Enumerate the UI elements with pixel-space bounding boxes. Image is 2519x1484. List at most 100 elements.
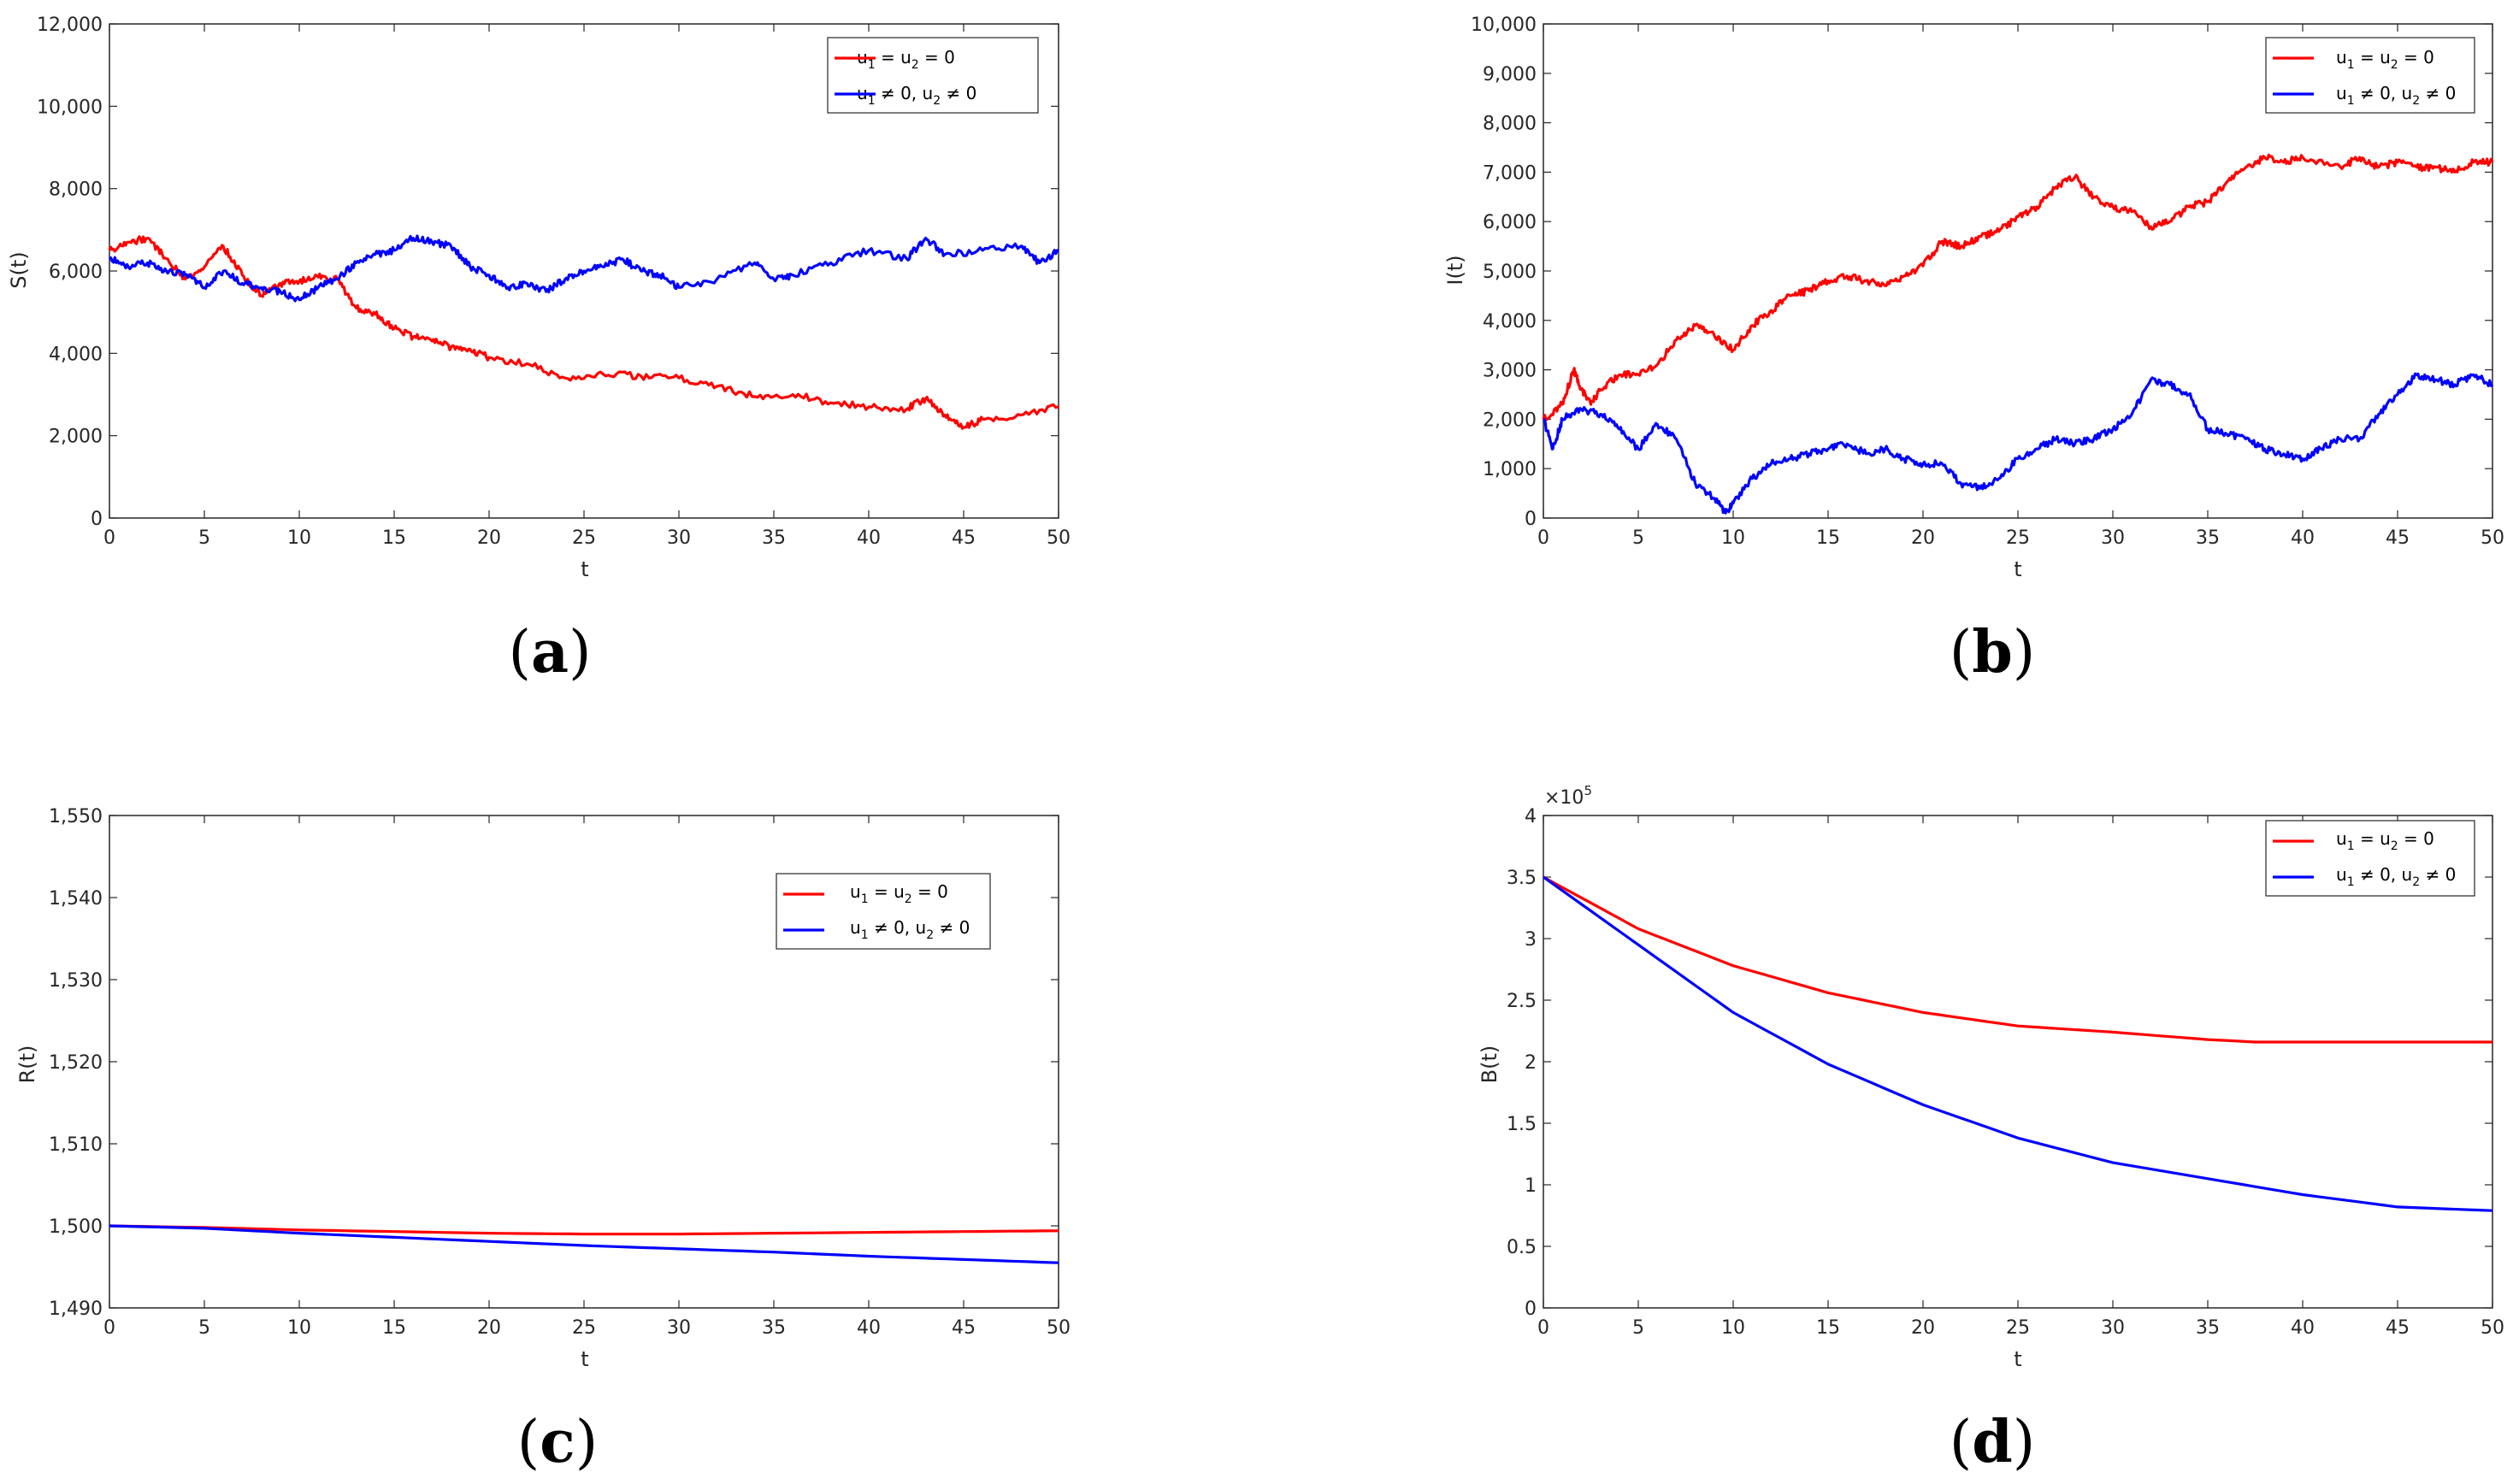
panel-d-xlabel: t — [2014, 1347, 2021, 1371]
y-tick-label: 1,520 — [49, 1052, 103, 1074]
x-tick-label: 45 — [2386, 1317, 2410, 1339]
panel-b-legend-box — [2265, 37, 2475, 114]
y-tick-label: 1,490 — [49, 1298, 103, 1320]
x-tick-label: 40 — [2291, 527, 2315, 549]
x-tick-label: 40 — [2291, 1317, 2315, 1339]
x-tick-label: 10 — [1721, 1317, 1745, 1339]
panel-b-legend: u1 = u2 = 0 u1 ≠ 0, u2 ≠ 0 — [2265, 37, 2475, 114]
panel-a-ylabel: S(t) — [7, 251, 31, 288]
x-tick-label: 5 — [1632, 1317, 1644, 1339]
panel-b-caption: (b) — [1950, 618, 2036, 686]
panel-b-ylabel: I(t) — [1443, 255, 1467, 285]
panel-d-series-u-nonzero-line — [1543, 875, 2493, 1212]
y-tick-label: 4,000 — [1483, 311, 1537, 333]
y-tick-label: 12,000 — [37, 15, 103, 36]
x-tick-label: 35 — [762, 1317, 786, 1339]
y-tick-label: 8,000 — [1483, 114, 1537, 135]
y-tick-label: 10,000 — [1471, 15, 1537, 36]
x-tick-label: 45 — [952, 1317, 976, 1339]
x-tick-label: 5 — [1632, 527, 1644, 549]
panel-a-series-u-zero-line — [108, 235, 1059, 430]
panel-a-chart: 0 5 10 15 20 25 30 35 40 45 50 0 2,000 4,000 6,000 8,00… — [7, 15, 1071, 686]
y-tick-label: 3.5 — [1507, 868, 1537, 889]
x-tick-label: 50 — [2481, 527, 2504, 549]
x-tick-label: 30 — [2101, 1317, 2125, 1339]
x-tick-label: 45 — [2386, 527, 2410, 549]
x-tick-label: 0 — [1537, 527, 1549, 549]
panel-b-chart: 0 5 10 15 20 25 30 35 40 45 50 0 1,000 2,000 3,000 4,00… — [1443, 15, 2504, 686]
x-tick-label: 40 — [857, 1317, 881, 1339]
y-tick-label: 7,000 — [1483, 162, 1537, 184]
y-tick-label: 6,000 — [49, 262, 103, 283]
x-tick-label: 20 — [477, 527, 501, 549]
y-tick-label: 3 — [1525, 929, 1537, 951]
y-tick-label: 0.5 — [1507, 1237, 1537, 1258]
panel-c-ylabel: R(t) — [15, 1045, 39, 1084]
y-tick-label: 9,000 — [1483, 64, 1537, 85]
panel-b-series-u-zero-line — [1542, 153, 2494, 421]
y-tick-label: 1,550 — [49, 806, 103, 827]
panel-d-series-u-zero-line — [1543, 875, 2492, 1044]
x-tick-label: 10 — [287, 1317, 311, 1339]
y-tick-label: 6,000 — [1483, 212, 1537, 233]
x-tick-label: 35 — [2196, 1317, 2220, 1339]
y-tick-label: 3,000 — [1483, 361, 1537, 382]
panel-c-legend: u1 = u2 = 0 u1 ≠ 0, u2 ≠ 0 — [776, 873, 991, 950]
x-tick-label: 30 — [667, 527, 691, 549]
y-tick-label: 1.5 — [1507, 1114, 1537, 1135]
panel-b-xlabel: t — [2014, 557, 2021, 581]
x-tick-label: 15 — [382, 527, 406, 549]
panel-d-axes: 0 5 10 15 20 25 30 35 40 45 50 0 0.5 1 1.5 2 2.5 3 3.5 4 — [1507, 806, 2504, 1339]
panel-d-legend: u1 = u2 = 0 u1 ≠ 0, u2 ≠ 0 — [2265, 820, 2475, 897]
panel-d-plot-area — [1543, 815, 2493, 1309]
x-tick-label: 5 — [198, 527, 210, 549]
panel-c-series-u-nonzero-line — [109, 1224, 1059, 1264]
x-tick-label: 25 — [2006, 527, 2030, 549]
panel-b-series-u-nonzero-line — [1543, 372, 2494, 515]
y-tick-label: 1,000 — [1483, 459, 1537, 480]
x-tick-label: 50 — [2481, 1317, 2504, 1339]
panel-c-caption: (c) — [517, 1408, 598, 1476]
x-tick-label: 40 — [857, 527, 881, 549]
x-tick-label: 45 — [952, 527, 976, 549]
y-tick-label: 8,000 — [49, 180, 103, 201]
x-tick-label: 25 — [572, 1317, 596, 1339]
panel-a-caption: (a) — [508, 618, 591, 686]
panel-d-legend-box — [2265, 820, 2475, 897]
y-tick-label: 10,000 — [37, 97, 103, 118]
panel-a-legend: u1 = u2 = 0 u1 ≠ 0, u2 ≠ 0 — [827, 37, 1039, 114]
y-tick-label: 1,500 — [49, 1216, 103, 1238]
panel-a-xlabel: t — [581, 557, 588, 581]
x-tick-label: 15 — [1816, 1317, 1840, 1339]
x-tick-label: 0 — [1537, 1317, 1549, 1339]
x-tick-label: 35 — [762, 527, 786, 549]
panel-d-chart: 0 5 10 15 20 25 30 35 40 45 50 0 0.5 1 1.5 2 2.5 3 3.5 4 B(… — [1478, 783, 2504, 1476]
y-tick-label: 0 — [1525, 509, 1537, 530]
y-tick-label: 0 — [1525, 1298, 1537, 1320]
panel-d-ylabel: B(t) — [1478, 1045, 1501, 1084]
x-tick-label: 30 — [2101, 527, 2125, 549]
x-tick-label: 25 — [2006, 1317, 2030, 1339]
x-tick-label: 20 — [1911, 527, 1935, 549]
panel-a-legend-box — [827, 37, 1039, 114]
x-tick-label: 50 — [1047, 1317, 1071, 1339]
x-tick-label: 20 — [477, 1317, 501, 1339]
panel-d-caption: (d) — [1950, 1408, 2036, 1476]
x-tick-label: 10 — [1721, 527, 1745, 549]
y-tick-label: 2 — [1525, 1052, 1537, 1074]
x-tick-label: 20 — [1911, 1317, 1935, 1339]
y-tick-label: 4,000 — [49, 344, 103, 365]
panel-c-chart: 0 5 10 15 20 25 30 35 40 45 50 1,490 1,500 1,510 1,520… — [15, 806, 1071, 1476]
x-tick-label: 10 — [287, 527, 311, 549]
x-tick-label: 0 — [103, 1317, 115, 1339]
x-tick-label: 5 — [198, 1317, 210, 1339]
y-tick-label: 4 — [1525, 806, 1537, 827]
x-tick-label: 15 — [382, 1317, 406, 1339]
x-tick-label: 15 — [1816, 527, 1840, 549]
y-tick-label: 2,000 — [49, 427, 103, 448]
x-tick-label: 35 — [2196, 527, 2220, 549]
panel-c-series-u-zero-line — [109, 1224, 1059, 1236]
y-tick-label: 2.5 — [1507, 991, 1537, 1012]
panel-d-exponent-label: ×105 — [1544, 783, 1592, 809]
